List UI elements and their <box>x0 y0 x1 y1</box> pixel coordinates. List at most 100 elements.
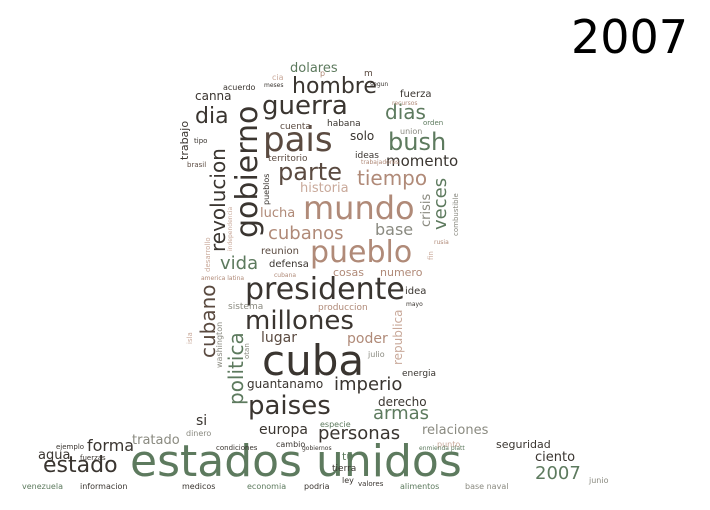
word-valores: valores <box>358 480 384 488</box>
word-solo: solo <box>350 129 375 143</box>
word-millones: millones <box>245 306 354 336</box>
word-union: union <box>400 127 423 136</box>
word-estado: estado <box>43 453 118 478</box>
word-cia: cia <box>272 73 284 82</box>
word-base-naval: base naval <box>465 482 509 491</box>
word-tratado: tratado <box>132 433 180 448</box>
word-cuenta: cuenta <box>280 122 311 132</box>
word-isla: isla <box>186 332 194 344</box>
word-combustible: combustible <box>452 193 460 236</box>
word-economia: economia <box>247 482 287 491</box>
word-canna: canna <box>195 89 232 103</box>
word-agua: agua <box>38 448 71 463</box>
word-cambio: cambio <box>276 440 306 449</box>
word-mayo: mayo <box>406 301 423 308</box>
word-enmienda-platt: enmienda platt <box>419 445 465 452</box>
word-numero: numero <box>380 266 423 279</box>
word-tiempo: tiempo <box>357 166 428 190</box>
word-cubana: cubana <box>274 272 297 279</box>
word-washington: washington <box>215 321 224 368</box>
word-pais: pais <box>263 120 333 160</box>
word-crisis: crisis <box>419 193 434 227</box>
word-seguridad: seguridad <box>496 438 551 451</box>
word-idea: idea <box>405 286 427 297</box>
word-america-latina: america latina <box>201 275 245 282</box>
word-poder: poder <box>347 331 388 347</box>
word-tu: tu <box>342 450 354 463</box>
word-dolares: dolares <box>290 61 338 76</box>
word-imperio: imperio <box>334 374 403 395</box>
word-vida: vida <box>220 253 259 274</box>
word-tipo: tipo <box>194 137 208 145</box>
word-defensa: defensa <box>269 259 309 270</box>
word-julio: julio <box>368 350 385 359</box>
word-cubanos: cubanos <box>268 223 344 244</box>
word-historia: historia <box>300 181 349 196</box>
word-relaciones: relaciones <box>422 423 489 438</box>
word-paises: paises <box>248 391 331 421</box>
word-mundo: mundo <box>303 189 415 227</box>
word-momento: momento <box>386 152 459 170</box>
word-hombre: hombre <box>292 74 377 99</box>
word-gobierno: gobierno <box>230 105 265 238</box>
word-otan: otan <box>243 343 251 359</box>
word-territorio: territorio <box>268 154 308 164</box>
word-estados-unidos: estados unidos <box>130 436 462 487</box>
word-presidente: presidente <box>245 272 405 307</box>
word-europa: europa <box>259 422 308 438</box>
word-energia: energia <box>402 369 437 379</box>
word-recursos: recursos <box>392 100 418 107</box>
word-personas: personas <box>318 423 401 444</box>
word-acuerdo: acuerdo <box>223 83 256 92</box>
word-dias: dias <box>385 100 426 124</box>
word-produccion: produccion <box>318 303 368 313</box>
word-desarrollo: desarrollo <box>204 237 212 272</box>
word-sistema: sistema <box>228 302 264 312</box>
word-gobiernos: gobiernos <box>302 445 332 452</box>
word-meses: meses <box>264 82 284 89</box>
word-especie: especie <box>320 420 351 429</box>
word-veces: veces <box>430 177 451 230</box>
word-parte: parte <box>278 158 342 186</box>
year-label: 2007 <box>571 10 689 64</box>
word-condiciones: condiciones <box>216 444 258 452</box>
word-tierra: tierra <box>332 464 357 474</box>
word-junio: junio <box>589 476 609 485</box>
word-armas: armas <box>373 403 430 424</box>
word-cosas: cosas <box>333 266 364 279</box>
word-2007-word: 2007 <box>535 463 581 484</box>
word-trabajadores: trabajadores <box>361 159 399 166</box>
word-p: p <box>320 69 326 78</box>
word-cuba: cuba <box>262 336 365 385</box>
word-segun: segun <box>370 81 389 88</box>
word-fuerza: fuerza <box>400 89 432 100</box>
word-republica: republica <box>391 309 405 365</box>
word-alimentos: alimentos <box>400 482 440 491</box>
word-dia: dia <box>195 104 229 129</box>
word-guantanamo: guantanamo <box>247 377 324 391</box>
word-derecho: derecho <box>378 395 427 409</box>
word-lucha: lucha <box>260 206 296 221</box>
word-m: m <box>364 69 373 79</box>
word-habana: habana <box>327 119 361 129</box>
word-ejemplo: ejemplo <box>56 443 85 451</box>
word-dinero: dinero <box>186 429 212 438</box>
word-fin: fin <box>427 251 435 260</box>
word-lugar: lugar <box>261 330 297 346</box>
word-forma: forma <box>87 436 135 455</box>
word-rusia: rusia <box>434 239 449 246</box>
word-punto: punto <box>437 440 461 449</box>
word-trabajo: trabajo <box>178 120 191 160</box>
word-medicos: medicos <box>182 482 216 491</box>
word-independencia: independencia <box>227 206 234 251</box>
word-podria: podria <box>304 482 330 491</box>
word-guerra: guerra <box>262 91 348 121</box>
word-ideas: ideas <box>355 151 379 161</box>
word-brasil: brasil <box>187 161 207 169</box>
word-fuerzas: fuerzas <box>80 454 106 462</box>
word-ley: ley <box>342 476 354 485</box>
word-ciento: ciento <box>535 450 576 465</box>
word-si: si <box>196 413 208 429</box>
word-pueblos: pueblos <box>262 173 271 205</box>
